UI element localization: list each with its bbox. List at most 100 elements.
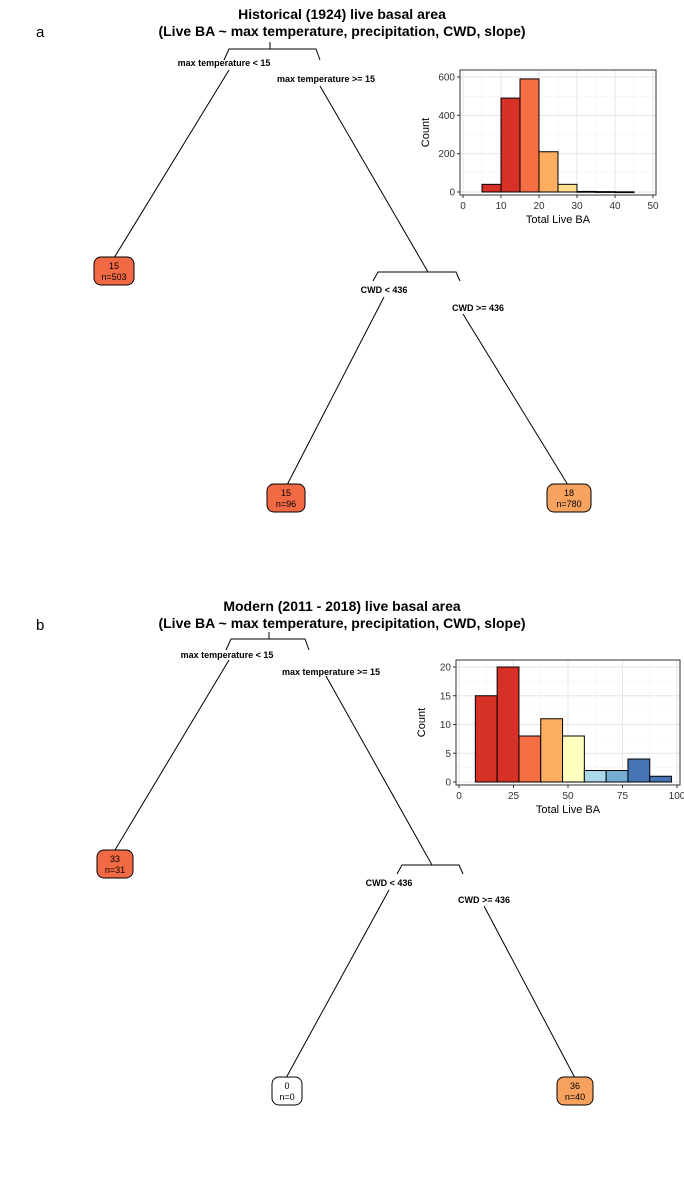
- tree-a-branch-left2: [286, 296, 385, 486]
- histogram-bar: [518, 735, 542, 783]
- x-axis-title: Total Live BA: [526, 214, 591, 226]
- panel-b-title: Modern (2011 - 2018) live basal area (Li…: [0, 598, 684, 632]
- leaf-box: [96, 849, 134, 879]
- y-tick-label: 400: [438, 111, 455, 122]
- histogram-bar: [519, 78, 540, 193]
- leaf-n: n=0: [279, 1092, 294, 1102]
- tree-a-labels: max temperature < 15 max temperature >= …: [178, 58, 504, 313]
- histogram-bar: [627, 758, 651, 783]
- y-tick-label: 15: [440, 691, 452, 702]
- tree-b-leaf-3: 36 n=40: [556, 1076, 594, 1106]
- x-axis-title: Total Live BA: [536, 804, 601, 816]
- tree-b-branch-left: [114, 659, 230, 851]
- x-tick-label: 25: [508, 791, 520, 802]
- y-tick-label: 20: [440, 663, 452, 674]
- panel-a-letter: a: [36, 24, 45, 41]
- histogram-bar: [557, 183, 578, 193]
- x-tick-label: 75: [617, 791, 629, 802]
- histogram-bar: [614, 191, 635, 194]
- x-tick-label: 30: [571, 201, 583, 212]
- tree-b-split1-right: max temperature >= 15: [282, 667, 380, 677]
- histogram-bar: [474, 695, 498, 783]
- tree-a-split1-left: max temperature < 15: [178, 58, 271, 68]
- y-tick-label: 200: [438, 149, 455, 160]
- tree-a-branch-left: [113, 69, 230, 259]
- histogram-bar: [576, 190, 597, 193]
- tree-b: [114, 632, 576, 1079]
- histogram-a: 0 200 400 600 0 10 20 30 40 50 Total Live BA Count: [420, 69, 659, 226]
- y-tick-label: 600: [438, 73, 455, 84]
- leaf-n: n=96: [276, 499, 296, 509]
- x-tick-label: 40: [609, 201, 621, 212]
- panel-a-title-line1: Historical (1924) live basal area: [238, 6, 446, 22]
- tree-a-branch-right: [319, 85, 429, 273]
- tree-b-split2-left: CWD < 436: [366, 878, 413, 888]
- tree-b-split1-left: max temperature < 15: [181, 650, 274, 660]
- tree-b-branch-right2: [483, 905, 576, 1079]
- y-tick-label: 10: [440, 720, 452, 731]
- histogram-bar: [595, 191, 616, 193]
- leaf-value: 33: [110, 854, 120, 864]
- leaf-value: 15: [281, 488, 291, 498]
- leaf-value: 36: [570, 1081, 580, 1091]
- tree-a: [113, 42, 569, 486]
- y-tick-label: 0: [445, 778, 451, 789]
- histogram-b: 0 5 10 15 20 0 25 50 75 100 Total Live BA Count: [416, 659, 684, 816]
- histogram-bar: [496, 666, 520, 783]
- tree-b-labels: max temperature < 15 max temperature >= …: [181, 650, 510, 905]
- panel-a-title-line2: (Live BA ~ max temperature, precipitatio…: [158, 23, 526, 39]
- tree-a-split2-right: CWD >= 436: [452, 303, 504, 313]
- leaf-n: n=31: [105, 865, 125, 875]
- leaf-box: [93, 256, 135, 286]
- histogram-bar: [649, 775, 673, 783]
- y-axis-title: Count: [416, 708, 428, 737]
- leaf-box: [556, 1076, 594, 1106]
- y-tick-label: 0: [449, 188, 455, 199]
- tree-b-node2-bracket: [396, 864, 464, 875]
- histogram-bar: [562, 735, 585, 783]
- histogram-bar: [500, 97, 521, 193]
- leaf-n: n=503: [101, 272, 126, 282]
- tree-a-split1-right: max temperature >= 15: [277, 74, 375, 84]
- x-tick-label: 20: [533, 201, 545, 212]
- tree-b-root-bracket: [225, 638, 310, 651]
- plot-border: [459, 69, 657, 196]
- panel-a-title: Historical (1924) live basal area (Live …: [0, 6, 684, 40]
- x-tick-label: 50: [562, 791, 574, 802]
- leaf-box: [546, 483, 592, 513]
- panel-b-title-line2: (Live BA ~ max temperature, precipitatio…: [158, 615, 526, 631]
- x-tick-label: 50: [647, 201, 659, 212]
- tree-b-split2-right: CWD >= 436: [458, 895, 510, 905]
- x-tick-label: 0: [456, 791, 462, 802]
- leaf-n: n=780: [556, 499, 581, 509]
- tree-a-root-bracket: [223, 48, 321, 61]
- tree-b-branch-left2: [285, 889, 390, 1079]
- histogram-bar: [540, 718, 564, 783]
- leaf-n: n=40: [565, 1092, 585, 1102]
- y-axis-title: Count: [420, 118, 432, 147]
- x-tick-label: 0: [460, 201, 466, 212]
- tree-a-node2-bracket: [372, 271, 461, 282]
- tree-a-leaf-2: 15 n=96: [266, 483, 306, 513]
- leaf-box: [271, 1076, 303, 1106]
- histogram-bar: [538, 151, 559, 193]
- tree-a-split2-left: CWD < 436: [361, 285, 408, 295]
- x-tick-label: 100: [669, 791, 684, 802]
- tree-a-leaf-3: 18 n=780: [546, 483, 592, 513]
- panel-b-letter: b: [36, 617, 45, 634]
- leaf-value: 0: [284, 1081, 289, 1091]
- tree-b-leaf-2: 0 n=0: [271, 1076, 303, 1106]
- histogram-bar: [481, 183, 502, 193]
- tree-a-leaf-1: 15 n=503: [93, 256, 135, 286]
- leaf-box: [266, 483, 306, 513]
- histogram-bar: [605, 770, 629, 783]
- tree-b-leaf-1: 33 n=31: [96, 849, 134, 879]
- panel-b-title-line1: Modern (2011 - 2018) live basal area: [223, 598, 461, 614]
- tree-b-branch-right: [325, 675, 433, 866]
- x-tick-label: 10: [495, 201, 507, 212]
- leaf-value: 15: [109, 261, 119, 271]
- leaf-value: 18: [564, 488, 574, 498]
- histogram-bar: [583, 770, 607, 783]
- tree-a-branch-right2: [462, 313, 569, 486]
